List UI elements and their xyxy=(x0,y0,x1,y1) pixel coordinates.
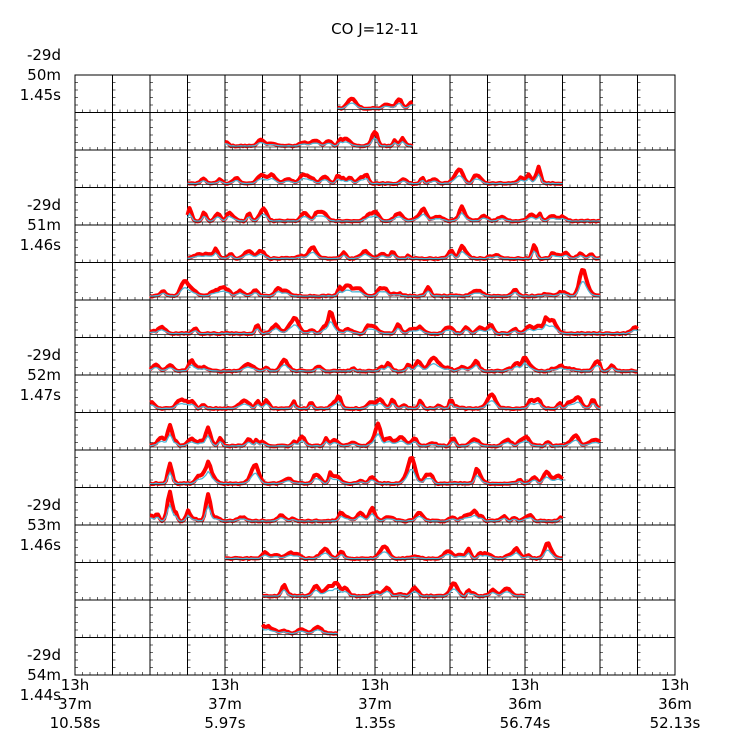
spectrum-row-2 xyxy=(187,164,563,187)
spectrum-row-10 xyxy=(149,456,564,487)
x-tick-line: 36m xyxy=(658,695,692,713)
spectrum-cyan-line xyxy=(149,468,563,485)
y-tick-line: -29d xyxy=(26,346,61,364)
y-tick-label: -29d 54m 1.44s xyxy=(20,645,61,705)
y-tick-line: 53m xyxy=(27,516,61,534)
y-tick-line: -29d xyxy=(26,646,61,664)
y-tick-line: -29d xyxy=(26,496,61,514)
y-tick-line: 51m xyxy=(27,216,61,234)
spectrum-cyan-line xyxy=(187,250,601,260)
x-tick-line: 13h xyxy=(210,676,240,694)
x-tick-line: 13h xyxy=(360,676,390,694)
x-tick-label: 13h 37m 1.35s xyxy=(330,676,420,733)
x-tick-label: 13h 37m 10.58s xyxy=(30,676,120,733)
spectrum-cyan-line xyxy=(186,211,601,222)
spectrum-row-6 xyxy=(149,310,639,337)
spectrum-row-9 xyxy=(149,421,602,449)
spectrum-cyan-line xyxy=(262,628,338,635)
spectrum-cyan-line xyxy=(337,102,413,110)
spectrum-cyan-line xyxy=(149,432,601,447)
spectrum-red-line xyxy=(187,243,601,262)
spectrum-cyan-line xyxy=(149,362,638,372)
x-tick-line: 13h xyxy=(60,676,90,694)
spectrum-row-0 xyxy=(337,96,414,111)
y-tick-label: -29d 51m 1.46s xyxy=(20,195,61,255)
y-tick-line: 50m xyxy=(27,66,61,84)
x-tick-line: 1.35s xyxy=(354,714,396,732)
x-tick-line: 13h xyxy=(510,676,540,694)
y-tick-line: 1.46s xyxy=(19,236,61,254)
x-tick-label: 13h 37m 5.97s xyxy=(180,676,270,733)
x-tick-label: 13h 36m 52.13s xyxy=(630,676,720,733)
x-tick-line: 5.97s xyxy=(204,714,246,732)
panel-ticks xyxy=(75,82,668,675)
spectrum-cyan-line xyxy=(149,399,601,410)
spectrum-cyan-line xyxy=(149,281,601,297)
x-tick-line: 56.74s xyxy=(499,714,551,732)
spectrum-row-13 xyxy=(262,580,526,599)
x-tick-line: 37m xyxy=(358,695,392,713)
spectrum-red-line xyxy=(149,310,639,337)
spectrum-cyan-line xyxy=(225,549,563,560)
y-tick-line: 1.46s xyxy=(19,536,61,554)
y-tick-line: 1.44s xyxy=(19,686,61,704)
spectrum-row-4 xyxy=(187,243,601,262)
spectrum-row-5 xyxy=(149,268,601,299)
x-tick-label: 13h 36m 56.74s xyxy=(480,676,570,733)
spectrum-row-8 xyxy=(149,392,601,412)
x-tick-line: 37m xyxy=(208,695,242,713)
y-tick-label: -29d 50m 1.45s xyxy=(20,45,61,105)
spectrum-cyan-line xyxy=(149,320,638,335)
y-tick-line: -29d xyxy=(26,46,61,64)
y-tick-label: -29d 53m 1.46s xyxy=(20,495,61,555)
spectrum-row-14 xyxy=(260,623,339,636)
y-tick-label: -29d 52m 1.47s xyxy=(20,345,61,405)
y-tick-line: 1.45s xyxy=(19,86,61,104)
chart-title: CO J=12-11 xyxy=(331,20,419,38)
x-tick-line: 10.58s xyxy=(49,714,101,732)
spectrum-row-12 xyxy=(225,541,563,562)
spectrum-cyan-line xyxy=(187,172,563,185)
y-tick-line: 1.47s xyxy=(19,386,61,404)
spectrum-row-7 xyxy=(148,355,638,374)
x-tick-line: 36m xyxy=(508,695,542,713)
spectrum-cyan-line xyxy=(262,588,526,597)
y-tick-line: 54m xyxy=(27,666,61,684)
spectrum-cyan-line xyxy=(224,137,413,147)
spectrum-cyan-line xyxy=(149,503,563,522)
spectrum-red-line xyxy=(149,456,564,487)
spectrum-row-11 xyxy=(149,489,564,524)
y-tick-line: 52m xyxy=(27,366,61,384)
x-tick-line: 37m xyxy=(58,695,92,713)
y-tick-line: -29d xyxy=(26,196,61,214)
spectrum-row-1 xyxy=(224,130,414,149)
x-tick-line: 13h xyxy=(660,676,690,694)
spectrum-row-3 xyxy=(185,204,601,224)
x-tick-line: 52.13s xyxy=(649,714,701,732)
